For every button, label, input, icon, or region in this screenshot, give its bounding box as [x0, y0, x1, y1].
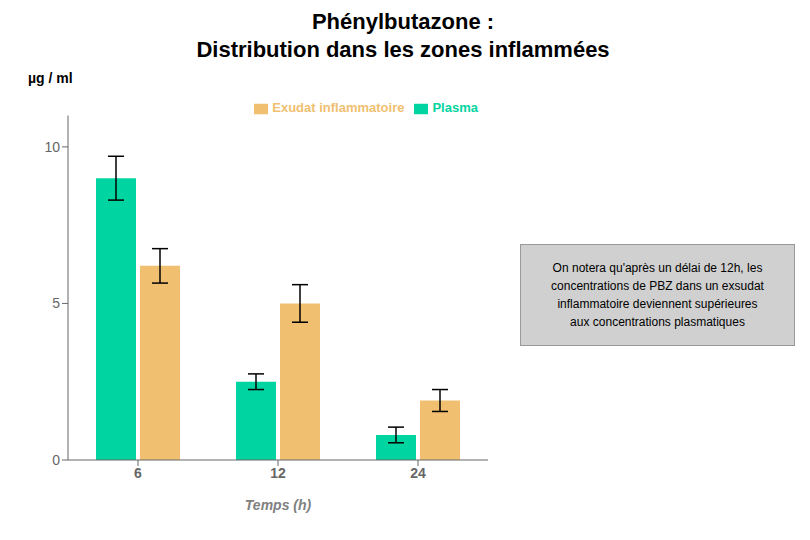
- html-text:inflammatoire deviennent supér: inflammatoire deviennent supérieures: [557, 297, 758, 311]
- html-text:concentrations de PBZ dans un: concentrations de PBZ dans un exsudat: [551, 279, 764, 293]
- html-text:Phénylbutazone :: Phénylbutazone :: [311, 9, 495, 34]
- html-text:Distribution dans les zones in: Distribution dans les zones inflammées: [196, 37, 610, 62]
- html-text:Plasma: Plasma: [432, 100, 478, 115]
- svg-text:0: 0: [52, 452, 60, 468]
- html-text:On notera qu'après un délai de: On notera qu'après un délai de 12h, les: [552, 261, 763, 275]
- html-text:aux concentrations plasmatique: aux concentrations plasmatiques: [570, 315, 745, 329]
- svg-text:12: 12: [270, 465, 286, 481]
- svg-text:24: 24: [410, 465, 426, 481]
- svg-text:6: 6: [134, 465, 142, 481]
- svg-text:5: 5: [52, 295, 60, 311]
- html-text:Exudat inflammatoire: Exudat inflammatoire: [272, 100, 405, 115]
- svg-text:Temps (h): Temps (h): [245, 497, 312, 513]
- html-text:µg / ml: µg / ml: [28, 70, 73, 86]
- svg-text:10: 10: [44, 139, 60, 155]
